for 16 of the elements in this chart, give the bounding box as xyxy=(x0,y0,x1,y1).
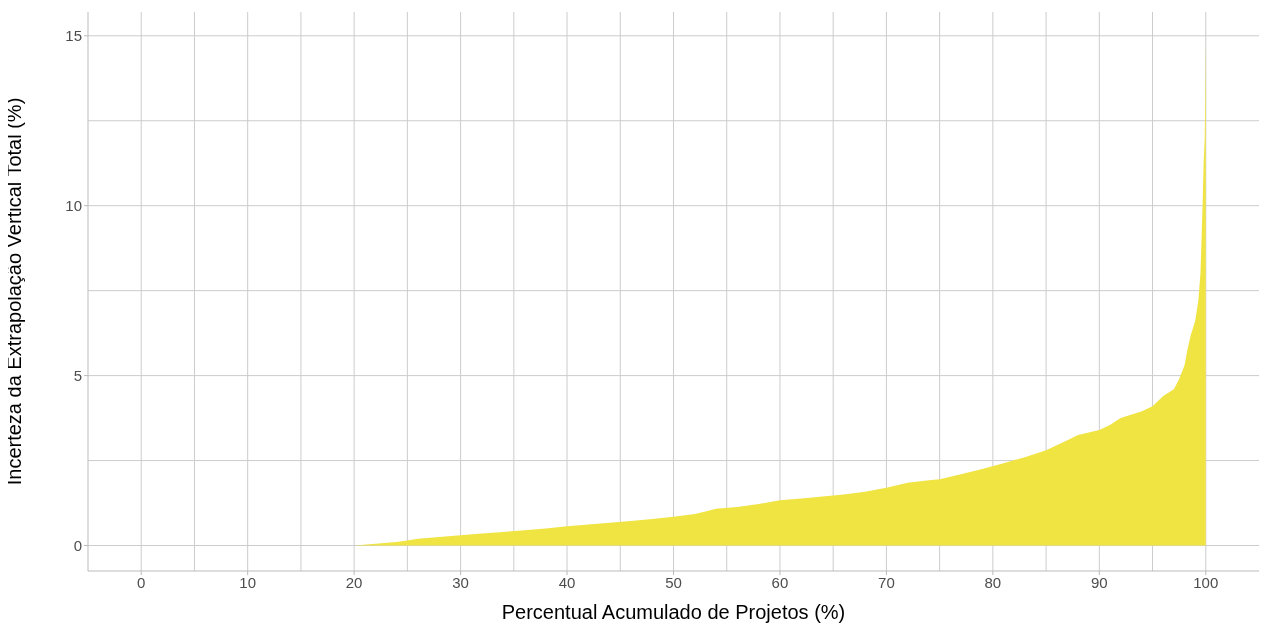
x-axis-title: Percentual Acumulado de Projetos (%) xyxy=(501,601,846,623)
y-tick-label: 10 xyxy=(65,197,82,215)
x-tick-label: 30 xyxy=(452,573,469,591)
x-tick-label: 90 xyxy=(1090,573,1108,591)
y-tick-label: 15 xyxy=(65,27,82,45)
y-tick-label: 0 xyxy=(73,536,82,554)
x-tick-label: 80 xyxy=(984,573,1002,591)
x-tick-label: 70 xyxy=(878,573,895,591)
x-tick-label: 0 xyxy=(137,573,146,591)
x-tick-label: 50 xyxy=(665,573,682,591)
x-tick-label: 60 xyxy=(771,573,789,591)
x-tick-label: 100 xyxy=(1193,573,1219,591)
x-tick-label: 10 xyxy=(239,573,257,591)
x-tick-label: 20 xyxy=(345,573,363,591)
y-tick-label: 5 xyxy=(73,366,82,384)
x-tick-label: 40 xyxy=(558,573,576,591)
